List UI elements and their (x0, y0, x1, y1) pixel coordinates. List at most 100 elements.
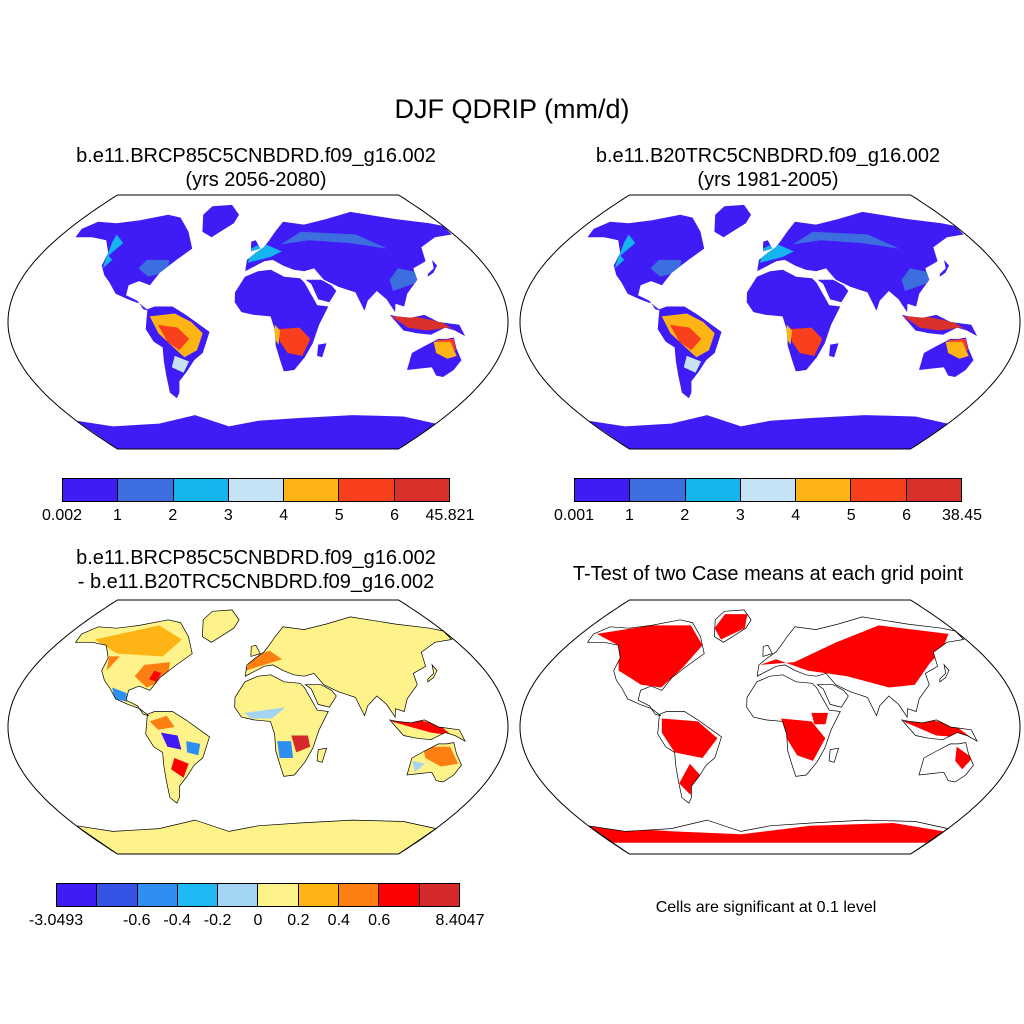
colorbar-tick-label: 3 (223, 507, 233, 524)
colorbar-box (740, 479, 797, 501)
coastline (657, 711, 722, 804)
colorbar-box (906, 479, 961, 501)
colorbar-tick-label: -0.6 (123, 912, 151, 929)
colorbar-box (575, 479, 631, 501)
coastline (244, 616, 453, 719)
coastline (388, 719, 466, 742)
colorbar-box (57, 884, 98, 906)
colorbar-tick-label: 0.4 (327, 912, 350, 929)
colorbar-box (218, 884, 259, 906)
panel-control-title: b.e11.B20TRC5CNBDRD.f09_g16.002 (yrs 198… (512, 144, 1024, 192)
panel-ttest-title: T-Test of two Case means at each grid po… (512, 562, 1024, 586)
colorbar-box (394, 479, 449, 501)
coastline (427, 663, 438, 683)
colorbar-tick-label: -3.0493 (28, 912, 84, 929)
colorbar-box (177, 884, 219, 906)
coastline (756, 616, 965, 719)
colorbar-box (228, 479, 285, 501)
panel-control-colorbar (574, 478, 962, 502)
panel-ttest-note: Cells are significant at 0.1 level (655, 899, 877, 916)
colorbar-box (63, 479, 119, 501)
colorbar-box (173, 479, 229, 501)
colorbar-tick-label: 6 (390, 507, 400, 524)
colorbar-tick-label: 38.45 (941, 507, 983, 524)
panel-case-title: b.e11.BRCP85C5CNBDRD.f09_g16.002 (yrs 20… (0, 144, 512, 192)
coastline (234, 674, 329, 777)
map-globe-outline (7, 599, 509, 855)
coastline (828, 747, 839, 763)
map-shaded-field (587, 204, 978, 449)
panel-case-title-line2: (yrs 2056-2080) (185, 169, 327, 191)
map-shaded-field (587, 609, 978, 854)
colorbar-box (796, 479, 852, 501)
colorbar-box (419, 884, 459, 906)
panel-case-colorbar-labels: 0.002 1 2 3 4 5 6 45.821 (42, 506, 474, 526)
colorbar-tick-label: 1 (112, 507, 122, 524)
panel-difference-title-line1: b.e11.BRCP85C5CNBDRD.f09_g16.002 (76, 547, 436, 569)
coastline (202, 609, 240, 643)
panel-case-map (7, 194, 509, 450)
colorbar-box (339, 884, 380, 906)
coastline (746, 674, 841, 777)
colorbar-tick-label: 8.4047 (435, 912, 485, 929)
colorbar-tick-label: 4 (791, 507, 801, 524)
colorbar-box (851, 479, 907, 501)
figure-title: DJF QDRIP (mm/d) (394, 94, 630, 124)
panel-ttest-title-line1: T-Test of two Case means at each grid po… (572, 563, 964, 585)
coastline (939, 663, 950, 683)
coastline (304, 684, 337, 708)
colorbar-tick-label: 2 (168, 507, 178, 524)
colorbar-box (339, 479, 395, 501)
colorbar-tick-label: 0.6 (368, 912, 391, 929)
coastline (316, 747, 327, 763)
map-shaded-field (75, 204, 466, 449)
colorbar-box (298, 884, 340, 906)
colorbar-tick-label: 0.002 (41, 507, 83, 524)
panel-difference-title-line2: - b.e11.B20TRC5CNBDRD.f09_g16.002 (77, 571, 435, 593)
panel-control-title-line2: (yrs 1981-2005) (697, 169, 839, 191)
map-globe-outline (7, 194, 509, 450)
colorbar-tick-label: 0 (253, 912, 263, 929)
colorbar-tick-label: 6 (902, 507, 912, 524)
colorbar-tick-label: 0.2 (287, 912, 310, 929)
colorbar-box (685, 479, 741, 501)
map-globe-outline (519, 599, 1021, 855)
coastline (250, 644, 261, 657)
colorbar-tick-label: 45.821 (425, 507, 475, 524)
colorbar-tick-label: 1 (624, 507, 634, 524)
colorbar-tick-label: 4 (279, 507, 289, 524)
panel-control-map (519, 194, 1021, 450)
colorbar-box (97, 884, 138, 906)
colorbar-box (137, 884, 178, 906)
coastline (918, 742, 974, 783)
colorbar-tick-label: 0.001 (553, 507, 595, 524)
colorbar-tick-label: -0.2 (203, 912, 232, 929)
coastline (762, 644, 773, 657)
colorbar-box (379, 884, 420, 906)
coastline (900, 719, 978, 742)
coastline (145, 711, 210, 804)
colorbar-tick-label: 2 (680, 507, 690, 524)
panel-difference-title: b.e11.BRCP85C5CNBDRD.f09_g16.002 - b.e11… (0, 546, 512, 594)
coastline (406, 742, 462, 783)
colorbar-box (630, 479, 686, 501)
panel-case-title-line1: b.e11.BRCP85C5CNBDRD.f09_g16.002 (76, 145, 436, 167)
coastline (74, 619, 193, 717)
panel-difference-colorbar-labels: -3.0493 -0.6 -0.4 -0.2 0 0.2 0.4 0.6 8.4047 (29, 911, 485, 931)
panel-difference-map (7, 599, 509, 855)
colorbar-tick-label: 3 (735, 507, 745, 524)
colorbar-tick-label: -0.4 (163, 912, 191, 929)
colorbar-tick-label: 5 (334, 507, 344, 524)
coastline (816, 684, 849, 708)
coastline (586, 619, 705, 717)
map-globe-outline (519, 194, 1021, 450)
colorbar-tick-label: 5 (846, 507, 856, 524)
panel-ttest-map (519, 599, 1021, 855)
panel-control-colorbar-labels: 0.001 1 2 3 4 5 6 38.45 (554, 506, 982, 526)
panel-control-title-line1: b.e11.B20TRC5CNBDRD.f09_g16.002 (595, 145, 941, 167)
panel-case-colorbar (62, 478, 450, 502)
colorbar-box (118, 479, 174, 501)
coastline (714, 609, 752, 643)
map-shaded-field (75, 609, 466, 854)
panel-difference-colorbar (56, 883, 460, 907)
